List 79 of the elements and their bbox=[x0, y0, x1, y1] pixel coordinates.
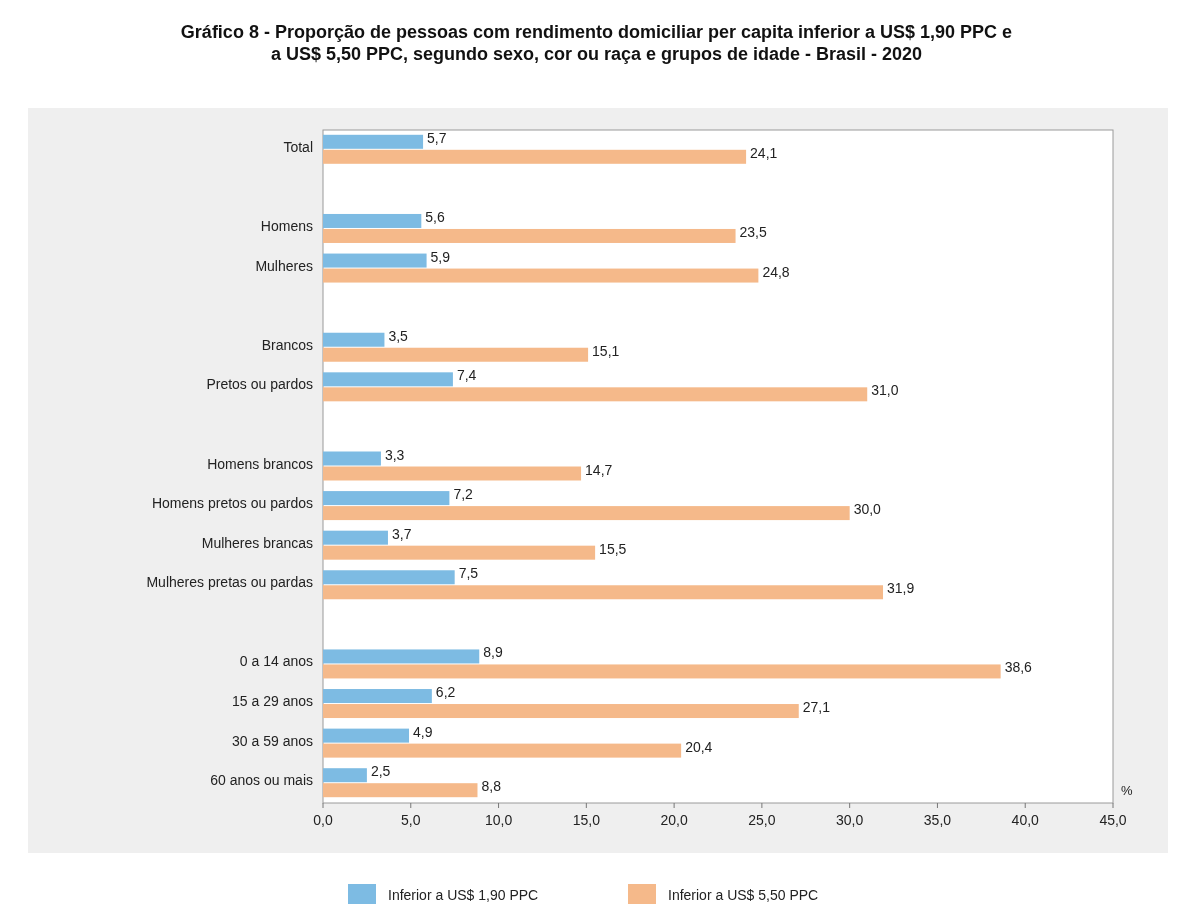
bar bbox=[323, 743, 682, 758]
data-label: 31,9 bbox=[887, 580, 915, 597]
y-tick-label: Total bbox=[283, 138, 313, 155]
y-tick-label: 60 anos ou mais bbox=[210, 772, 313, 789]
data-label: 8,9 bbox=[483, 644, 503, 661]
bar bbox=[323, 372, 453, 387]
data-label: 3,3 bbox=[384, 446, 405, 463]
y-tick-label: Mulheres bbox=[255, 257, 313, 274]
data-label: 7,4 bbox=[456, 367, 477, 384]
bar bbox=[323, 491, 450, 506]
y-tick-label: Homens pretos ou pardos bbox=[151, 495, 313, 512]
data-label: 31,0 bbox=[871, 382, 899, 399]
bar bbox=[323, 570, 455, 585]
bar bbox=[323, 664, 1001, 679]
bar bbox=[323, 451, 381, 466]
data-label: 15,5 bbox=[599, 540, 627, 557]
y-tick-label: Pretos ou pardos bbox=[206, 376, 313, 393]
data-label: 5,7 bbox=[427, 129, 447, 146]
x-tick-label: 35,0 bbox=[923, 812, 952, 828]
y-tick-label: 0 a 14 anos bbox=[239, 653, 313, 670]
bar bbox=[323, 506, 850, 521]
bar bbox=[323, 783, 478, 798]
x-tick-label: 15,0 bbox=[572, 812, 601, 828]
data-label: 5,6 bbox=[425, 208, 445, 225]
data-label: 3,7 bbox=[391, 525, 412, 542]
y-tick-label: Homens brancos bbox=[207, 455, 313, 472]
bar bbox=[323, 585, 884, 600]
data-label: 7,5 bbox=[458, 565, 479, 582]
legend-label: Inferior a US$ 5,50 PPC bbox=[668, 887, 819, 903]
data-label: 30,0 bbox=[853, 501, 882, 518]
bar bbox=[323, 530, 388, 545]
bar bbox=[323, 134, 424, 149]
y-tick-label: 30 a 59 anos bbox=[232, 732, 313, 749]
y-tick-label: Brancos bbox=[261, 336, 313, 353]
data-label: 24,1 bbox=[750, 144, 778, 161]
data-label: 15,1 bbox=[592, 342, 620, 359]
bar bbox=[323, 689, 432, 704]
bar bbox=[323, 649, 480, 664]
data-label: 5,9 bbox=[430, 248, 451, 265]
bar bbox=[323, 213, 422, 228]
data-label: 3,5 bbox=[388, 327, 409, 344]
bar bbox=[323, 704, 799, 719]
bar bbox=[323, 768, 367, 783]
bar bbox=[323, 387, 868, 402]
x-tick-label: 0,0 bbox=[313, 812, 333, 828]
bar bbox=[323, 347, 589, 362]
data-label: 38,6 bbox=[1004, 659, 1033, 676]
data-label: 27,1 bbox=[802, 699, 831, 716]
y-tick-label: 15 a 29 anos bbox=[232, 693, 313, 710]
x-tick-label: 5,0 bbox=[401, 812, 421, 828]
data-label: 6,2 bbox=[435, 684, 456, 701]
data-label: 20,4 bbox=[685, 738, 713, 755]
x-tick-label: 30,0 bbox=[836, 812, 864, 828]
bar bbox=[323, 228, 736, 243]
data-label: 7,2 bbox=[453, 486, 474, 503]
x-axis-title: % bbox=[1121, 783, 1133, 798]
x-tick-label: 25,0 bbox=[748, 812, 776, 828]
data-label: 14,7 bbox=[585, 461, 613, 478]
x-tick-label: 40,0 bbox=[1011, 812, 1040, 828]
bar bbox=[323, 545, 596, 560]
x-tick-label: 10,0 bbox=[484, 812, 513, 828]
x-tick-label: 20,0 bbox=[660, 812, 688, 828]
bar bbox=[323, 332, 385, 347]
chart-title: Gráfico 8 - Proporção de pessoas com rendimento domiciliar per capita inferior a US$ 1,90 PPC e a US$ 5,50 PPC, segundo sexo, cor ou raça e grupos de idade - Brasil - 2020 bbox=[180, 22, 1013, 64]
y-tick-label: Homens bbox=[260, 217, 313, 234]
legend-label: Inferior a US$ 1,90 PPC bbox=[388, 887, 539, 903]
data-label: 23,5 bbox=[739, 223, 768, 240]
bar bbox=[323, 149, 747, 164]
data-label: 2,5 bbox=[370, 763, 391, 780]
bar bbox=[323, 268, 759, 283]
bar bbox=[323, 253, 427, 268]
data-label: 4,9 bbox=[413, 723, 433, 740]
y-tick-label: Mulheres pretas ou pardas bbox=[146, 574, 313, 591]
data-label: 24,8 bbox=[762, 263, 790, 280]
bar bbox=[323, 466, 582, 481]
x-tick-label: 45,0 bbox=[1099, 812, 1127, 828]
data-label: 8,8 bbox=[481, 778, 502, 795]
y-tick-label: Mulheres brancas bbox=[201, 534, 313, 551]
bar bbox=[323, 728, 410, 743]
